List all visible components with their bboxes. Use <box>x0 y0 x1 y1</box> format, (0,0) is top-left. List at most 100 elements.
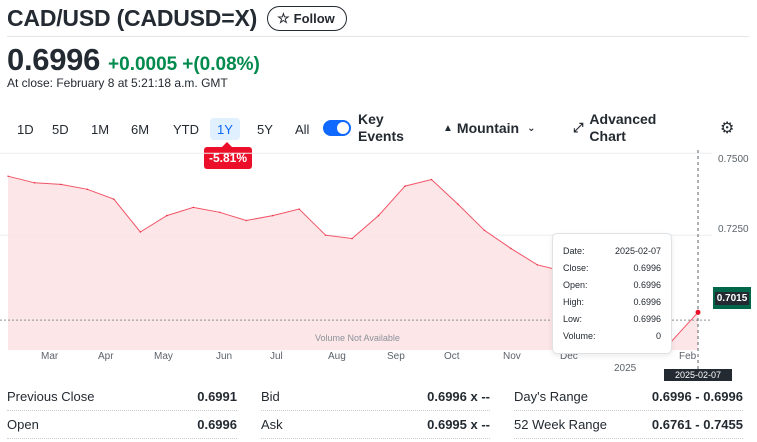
page-title: CAD/USD (CADUSD=X) <box>7 4 258 31</box>
y-tick-label: 0.7500 <box>718 154 749 165</box>
last-price-label: 0.7015 <box>714 291 750 305</box>
chart-type-label: Mountain <box>456 120 520 136</box>
data-point <box>377 214 380 217</box>
mountain-icon: ▲ <box>443 122 453 134</box>
stat-bid: Bid 0.6996 x -- <box>261 383 490 411</box>
range-1y[interactable]: 1Y <box>210 118 240 140</box>
chart-toolbar: 1D 5D 1M 6M YTD 1Y 5Y All Key Events ▲ M… <box>7 108 747 150</box>
price-change-percent: +(0.08%) <box>182 54 260 75</box>
chart-tooltip: Date: 2025-02-07 Close: 0.6996 Open: 0.6996… <box>552 233 672 354</box>
stat-label: 52 Week Range <box>514 417 607 432</box>
expand-icon: ⤢ <box>573 120 584 135</box>
range-ytd[interactable]: YTD <box>173 121 199 137</box>
data-point <box>165 214 168 217</box>
chevron-down-icon: ⌄ <box>527 122 536 134</box>
data-point <box>510 247 512 250</box>
header-divider <box>7 36 749 37</box>
stat-label: Day's Range <box>514 389 589 404</box>
data-point <box>192 206 195 209</box>
stat-ask: Ask 0.6995 x -- <box>261 411 490 439</box>
advanced-chart-label: Advanced Chart <box>589 111 657 144</box>
stat-label: Ask <box>261 417 283 432</box>
tooltip-row: Date: 2025-02-07 <box>563 242 661 259</box>
data-point <box>60 183 62 186</box>
range-5d[interactable]: 5D <box>52 121 69 137</box>
key-events-toggle[interactable] <box>323 120 351 136</box>
current-price: 0.6996 <box>7 42 101 77</box>
tooltip-value: 0.6996 <box>633 296 661 307</box>
data-point <box>245 219 247 222</box>
x-tick-label: Dec <box>560 351 578 362</box>
data-point <box>7 175 9 178</box>
data-point <box>430 178 433 181</box>
data-point <box>457 203 459 205</box>
data-point <box>351 237 353 240</box>
quote-statistics: Previous Close 0.6991 Bid 0.6996 x -- Day'… <box>7 383 749 439</box>
price-area <box>8 176 698 350</box>
range-1m[interactable]: 1M <box>91 121 110 137</box>
stats-row: Open 0.6996 Ask 0.6995 x -- 52 Week Range 0… <box>7 411 749 439</box>
stat-label: Bid <box>261 389 280 404</box>
stat-value: 0.6996 <box>197 417 237 432</box>
chart-type-dropdown[interactable]: ▲ Mountain ⌄ <box>443 120 536 136</box>
data-point <box>86 188 89 191</box>
key-events-label[interactable]: Key Events <box>358 111 404 144</box>
tooltip-value: 0 <box>655 330 661 341</box>
x-tick-label: Nov <box>503 351 521 362</box>
stat-label: Open <box>7 417 39 432</box>
tooltip-label: Low: <box>563 313 583 324</box>
stat-previous-close: Previous Close 0.6991 <box>7 383 237 411</box>
tooltip-label: High: <box>563 296 585 307</box>
tooltip-row: Close: 0.6996 <box>563 259 661 276</box>
x-tick-label: Apr <box>98 351 114 362</box>
data-point <box>113 198 115 200</box>
range-5y[interactable]: 5Y <box>257 121 273 137</box>
year-label: 2025 <box>614 363 637 374</box>
tooltip-label: Date: <box>563 245 585 256</box>
period-change-badge: -5.81% <box>204 142 253 169</box>
last-price-tag: 0.7015 <box>713 287 751 309</box>
stat-value: 0.6995 x -- <box>427 417 490 432</box>
price-change: +0.0005 <box>108 54 178 75</box>
x-tick-label: Oct <box>444 351 460 362</box>
data-point <box>324 234 327 237</box>
stat-value: 0.6996 - 0.6996 <box>651 389 743 404</box>
stat-value: 0.6761 - 0.7455 <box>651 417 743 432</box>
cursor-date-tag: 2025-02-07 <box>664 369 732 381</box>
stat-value: 0.6991 <box>197 389 237 404</box>
range-1d[interactable]: 1D <box>17 121 34 137</box>
tooltip-row: Open: 0.6996 <box>563 276 661 293</box>
tooltip-row: High: 0.6996 <box>563 293 661 310</box>
x-tick-label: Feb <box>679 351 697 362</box>
x-tick-label: Mar <box>41 351 59 362</box>
star-icon: ☆ <box>277 10 290 26</box>
x-tick-label: Jun <box>216 351 233 362</box>
data-point <box>139 231 142 233</box>
data-point <box>33 181 36 184</box>
gear-icon[interactable]: ⚙ <box>720 120 735 137</box>
data-point <box>298 208 300 210</box>
tooltip-value: 0.6996 <box>633 262 661 273</box>
tooltip-label: Open: <box>563 279 588 290</box>
stat-label: Previous Close <box>7 389 95 404</box>
tooltip-value: 2025-02-07 <box>614 245 661 256</box>
y-tick-label: 0.7250 <box>718 224 749 235</box>
close-timestamp: At close: February 8 at 5:21:18 a.m. GMT <box>7 76 228 90</box>
tooltip-value: 0.6996 <box>633 279 661 290</box>
data-point <box>218 211 221 214</box>
volume-note: Volume Not Available <box>315 333 400 343</box>
toggle-knob <box>337 122 349 134</box>
data-point <box>271 214 274 217</box>
data-point <box>404 185 406 187</box>
tooltip-row: Low: 0.6996 <box>563 310 661 327</box>
tooltip-value: 0.6996 <box>633 313 661 324</box>
data-point <box>697 311 699 314</box>
quote-header: CAD/USD (CADUSD=X) ☆ Follow <box>7 0 757 36</box>
advanced-chart-button[interactable]: ⤢ Advanced Chart <box>573 111 659 145</box>
range-all[interactable]: All <box>295 121 310 137</box>
tooltip-label: Close: <box>563 262 589 273</box>
stat-52-week-range: 52 Week Range 0.6761 - 0.7455 <box>514 411 743 439</box>
x-tick-label: Jul <box>270 351 283 362</box>
range-6m[interactable]: 6M <box>131 121 150 137</box>
follow-button[interactable]: ☆ Follow <box>267 5 347 31</box>
